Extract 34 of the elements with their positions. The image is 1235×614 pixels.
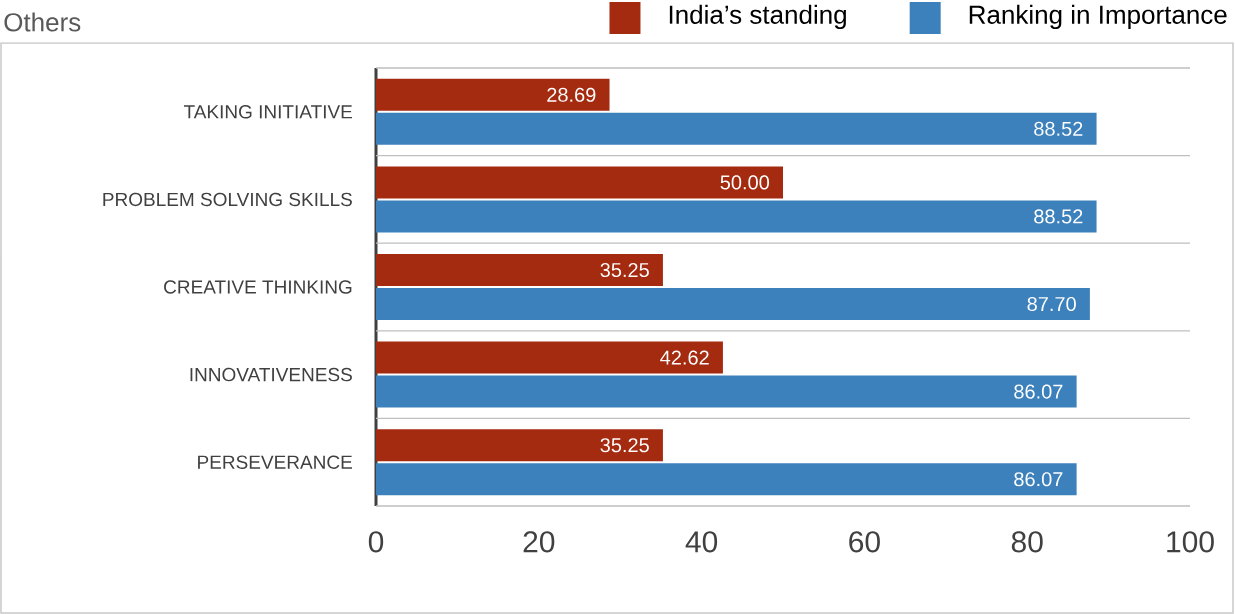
bar — [376, 254, 663, 286]
bar — [376, 375, 1077, 408]
data-label: 88.52 — [1034, 121, 1083, 136]
data-label: 86.07 — [1014, 472, 1063, 487]
data-label: 87.70 — [1027, 296, 1076, 312]
bar — [376, 341, 723, 374]
bar — [376, 112, 1097, 145]
x-tick-label: 60 — [849, 531, 880, 553]
y-tick-label: CREATIVE THINKING — [164, 280, 352, 294]
legend-label: India’s standing — [669, 4, 846, 30]
y-tick-label: PERSEVERANCE — [198, 455, 352, 469]
data-label: 28.69 — [547, 87, 596, 102]
legend-label: Ranking in Importance — [969, 4, 1227, 30]
bar — [376, 78, 610, 111]
x-tick-label: 20 — [523, 531, 555, 553]
y-tick-label: PROBLEM SOLVING SKILLS — [103, 192, 352, 207]
data-label: 42.62 — [660, 350, 709, 365]
x-tick-label: 40 — [685, 531, 718, 553]
bar — [376, 166, 783, 199]
text: Others — [4, 12, 81, 32]
bar — [376, 200, 1097, 233]
y-tick-label: INNOVATIVENESS — [190, 367, 352, 382]
data-label: 88.52 — [1034, 209, 1083, 224]
data-label: 35.25 — [600, 262, 649, 278]
x-tick-label: 0 — [368, 531, 384, 553]
data-label: 35.25 — [600, 438, 649, 453]
bar — [376, 429, 663, 462]
x-tick-label: 100 — [1167, 531, 1214, 553]
bar — [376, 288, 1090, 320]
x-tick-label: 80 — [1011, 531, 1043, 553]
data-label: 86.07 — [1014, 384, 1063, 399]
bar — [376, 463, 1077, 496]
y-tick-label: TAKING INITIATIVE — [183, 105, 353, 119]
data-label: 50.00 — [720, 175, 770, 190]
